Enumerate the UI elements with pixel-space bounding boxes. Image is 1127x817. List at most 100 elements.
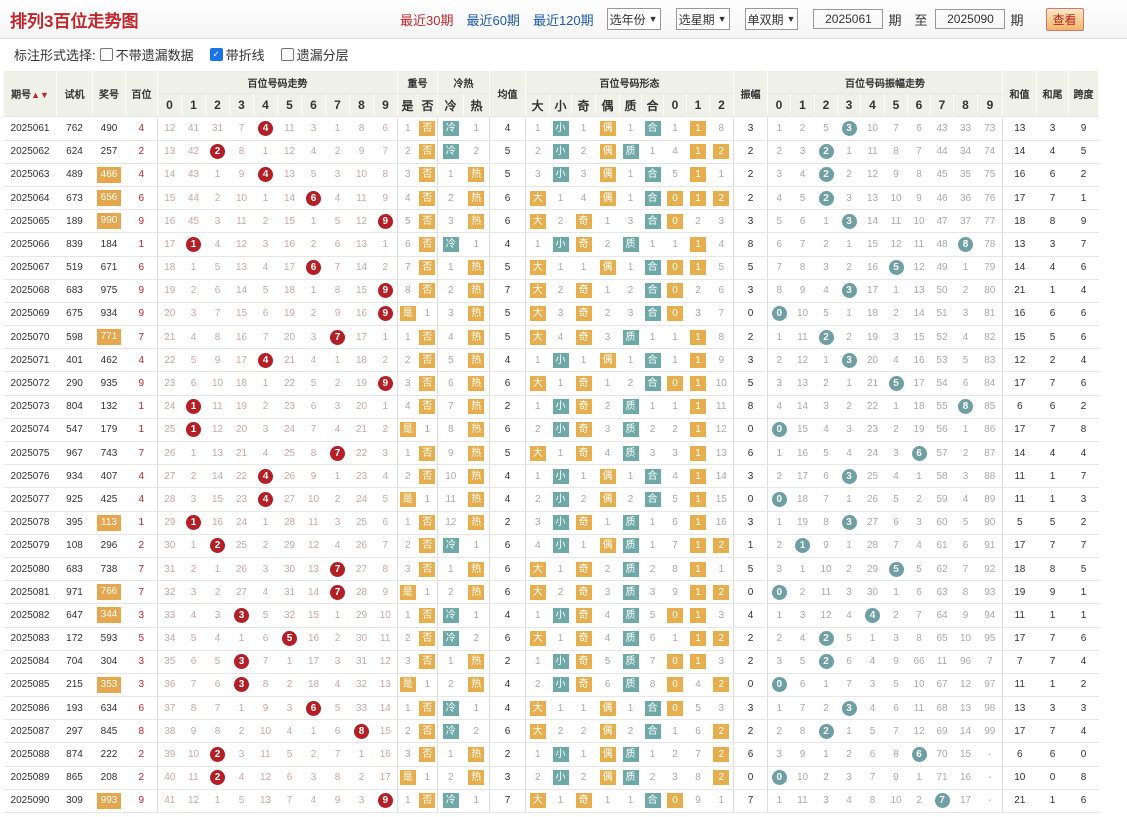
- checkbox-no-miss-data[interactable]: [99, 48, 113, 61]
- digit-cell: 2: [181, 464, 206, 489]
- miss-count: 22: [235, 470, 248, 482]
- shape-mark: 小: [552, 538, 569, 554]
- header-period[interactable]: 期号▲▼: [3, 69, 57, 118]
- amp-ball: 6: [911, 445, 927, 461]
- odd-even-select[interactable]: 单双期 ▼: [744, 8, 799, 30]
- remainder-mark: 2: [713, 144, 730, 160]
- link-recent-60[interactable]: 最近60期: [466, 12, 520, 28]
- amp-trend-cell: 7: [767, 256, 791, 280]
- miss-count: 16: [355, 308, 368, 320]
- weekday-select[interactable]: 选星期 ▼: [675, 8, 730, 30]
- option-miss-layer[interactable]: 遗漏分层: [277, 45, 349, 64]
- shape-cell: 16: [709, 511, 734, 535]
- digit-cell: 4: [301, 140, 326, 164]
- shape-cell: 2: [571, 487, 596, 512]
- hotcold-miss: 11: [445, 493, 456, 505]
- shape-miss: 6: [718, 285, 725, 297]
- range-from-input[interactable]: 2025061: [813, 9, 884, 29]
- link-recent-120[interactable]: 最近120期: [532, 12, 594, 28]
- shape-cell: 2: [686, 209, 710, 234]
- miss-count: 3: [190, 586, 197, 598]
- amp-trend-cell: 1: [953, 418, 978, 443]
- option-with-line[interactable]: ✓ 带折线: [206, 45, 265, 64]
- miss-count: 1: [334, 470, 341, 482]
- shape-cell: 9: [686, 789, 710, 814]
- digit-cell: 26: [277, 464, 302, 489]
- amp-trend-cell: 3: [860, 673, 885, 698]
- sum-tail-cell: 2: [1036, 348, 1069, 373]
- shape-cell: 1: [663, 348, 687, 373]
- amp-trend-cell: 16: [790, 441, 815, 466]
- shape-cell: 0: [663, 650, 687, 674]
- digit-cell: 27: [349, 557, 374, 582]
- shape-cell: 0: [663, 302, 687, 327]
- digit-cell: 8: [325, 766, 350, 790]
- repeat-miss: 1: [404, 122, 411, 134]
- miss-count: 6: [334, 725, 341, 737]
- span-cell: 6: [1068, 789, 1099, 814]
- sum-cell: 13: [1002, 116, 1037, 141]
- table-row: 2025071 401 462 4 22 5 9 17 4 21 4 1 18 2 2 否 5 热 4 1 小 1 偶 1 合 1…: [3, 348, 1099, 373]
- checkbox-with-line[interactable]: ✓: [209, 48, 223, 61]
- link-recent-30[interactable]: 最近30期: [400, 12, 454, 28]
- miss-count: 1: [310, 215, 317, 227]
- amp-miss: 45: [936, 169, 948, 181]
- amp-miss: 8: [869, 795, 876, 807]
- miss-count: 5: [334, 702, 341, 714]
- repeat-miss: 6: [404, 238, 411, 250]
- hundreds-cell: 4: [125, 163, 158, 187]
- amp-miss: 7: [893, 725, 899, 737]
- shape-cell: 1: [619, 116, 642, 141]
- amp-miss: 1: [823, 679, 829, 691]
- amp-trend-cell: 7: [930, 789, 954, 814]
- prize-number: 593: [100, 633, 118, 645]
- shape-cell: 合: [641, 487, 664, 512]
- hotcold-miss: 3: [447, 215, 454, 227]
- amp-trend-cell: 0: [767, 580, 791, 605]
- range-to-input[interactable]: 2025090: [935, 9, 1006, 29]
- hotcold-mark: 热: [468, 306, 485, 322]
- shape-cell: 大: [525, 279, 550, 303]
- amp-miss: 6: [916, 586, 922, 598]
- hundreds-cell: 6: [125, 696, 158, 721]
- miss-count: 1: [334, 609, 341, 621]
- hit-ball: 4: [258, 352, 273, 368]
- amp-ball: 5: [888, 260, 904, 276]
- shape-cell: 4: [595, 627, 620, 651]
- shape-mark: 奇: [575, 213, 592, 229]
- year-select[interactable]: 选年份 ▼: [606, 8, 661, 30]
- range-from-unit: 期: [888, 12, 902, 28]
- miss-count: 2: [334, 493, 341, 505]
- digit-cell: 3: [301, 116, 326, 141]
- sum-tail-cell: 7: [1036, 650, 1069, 674]
- amp-miss: 21: [866, 378, 879, 390]
- miss-count: 1: [310, 725, 317, 737]
- repeat-mark: 否: [419, 700, 436, 716]
- prize-number-cell: 743: [92, 441, 126, 466]
- amp-trend-cell: 10: [884, 186, 908, 211]
- shape-cell: 1: [619, 464, 642, 489]
- miss-count: 3: [334, 169, 341, 181]
- average-cell: 6: [489, 580, 526, 605]
- sort-icon[interactable]: ▲▼: [31, 90, 49, 101]
- miss-count: 7: [214, 702, 221, 714]
- shape-miss: 3: [534, 169, 541, 181]
- option-no-miss-data[interactable]: 不带遗漏数据: [96, 45, 194, 64]
- query-button[interactable]: 查看: [1045, 7, 1084, 31]
- repeat-miss: 1: [404, 795, 411, 807]
- hotcold-mark: 冷: [442, 793, 459, 809]
- amp-miss: 12: [959, 679, 972, 691]
- amp-miss: 2: [893, 424, 899, 436]
- shape-cell: 1: [686, 348, 710, 373]
- repeat: 否: [417, 140, 438, 164]
- checkbox-miss-layer[interactable]: [280, 48, 294, 61]
- shape-cell: 2: [709, 766, 734, 790]
- shape-miss: 2: [604, 563, 611, 575]
- test-number-cell: 519: [56, 256, 93, 280]
- shape-miss: 1: [649, 146, 656, 158]
- shape-cell: 小: [549, 534, 572, 558]
- hotcold-miss: 1: [473, 702, 480, 714]
- remainder-mark: 1: [690, 120, 706, 136]
- miss-count: 15: [211, 493, 224, 505]
- amp-miss: 87: [984, 447, 996, 459]
